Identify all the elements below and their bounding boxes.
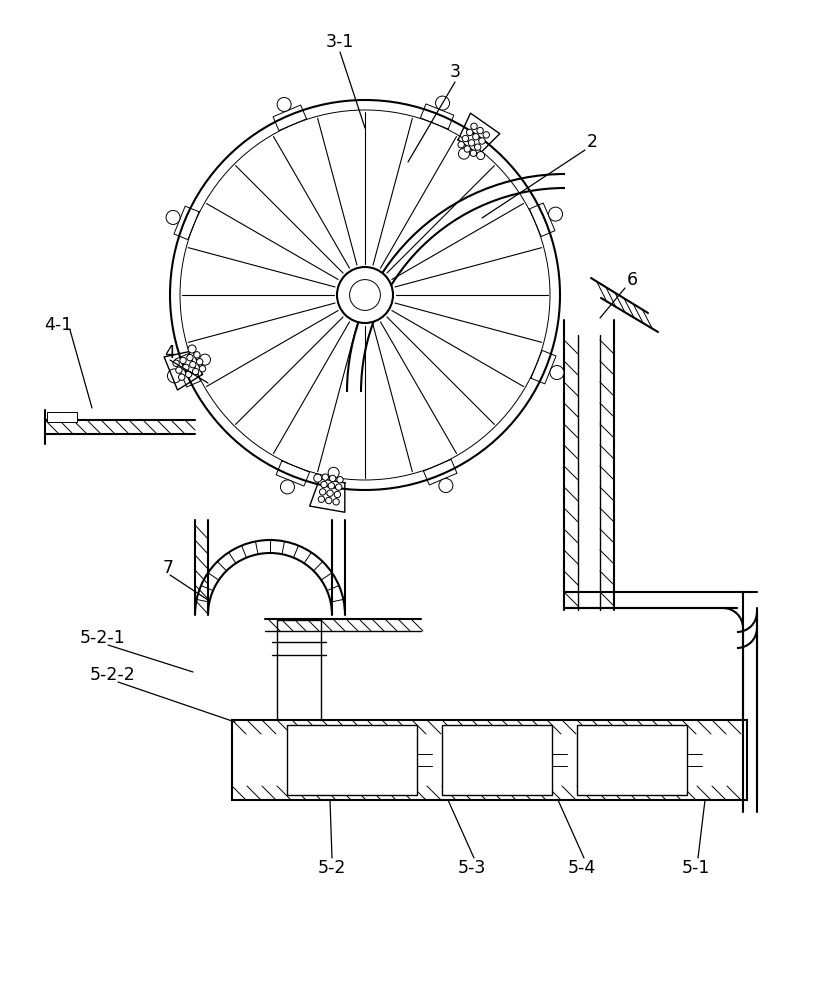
Circle shape <box>483 132 489 138</box>
Bar <box>277 620 321 720</box>
Circle shape <box>321 481 327 488</box>
Circle shape <box>328 467 339 478</box>
Circle shape <box>462 135 469 142</box>
Text: 6: 6 <box>627 271 637 289</box>
Circle shape <box>313 474 322 482</box>
Circle shape <box>349 280 380 310</box>
Text: 3: 3 <box>449 63 461 81</box>
Circle shape <box>166 210 180 224</box>
Text: 7: 7 <box>163 559 173 577</box>
Circle shape <box>194 352 200 358</box>
Circle shape <box>458 141 464 148</box>
Bar <box>232 720 747 800</box>
Circle shape <box>468 140 475 146</box>
Circle shape <box>466 129 473 136</box>
Circle shape <box>180 357 186 364</box>
Text: 3-1: 3-1 <box>326 33 354 51</box>
Circle shape <box>327 490 333 496</box>
Circle shape <box>479 138 485 144</box>
Circle shape <box>319 489 326 495</box>
Circle shape <box>182 364 189 371</box>
Text: 5-2: 5-2 <box>317 859 346 877</box>
Circle shape <box>322 474 329 480</box>
Circle shape <box>186 354 193 361</box>
Text: 5-2-2: 5-2-2 <box>90 666 136 684</box>
Circle shape <box>435 96 449 110</box>
Circle shape <box>337 267 393 323</box>
Circle shape <box>199 354 211 365</box>
Circle shape <box>186 371 192 378</box>
Circle shape <box>176 367 182 373</box>
Circle shape <box>168 369 182 383</box>
Circle shape <box>326 497 332 504</box>
Circle shape <box>470 123 477 129</box>
Bar <box>287 725 417 795</box>
Circle shape <box>473 134 479 140</box>
Bar <box>47 412 77 422</box>
Circle shape <box>190 361 196 368</box>
Circle shape <box>173 360 179 366</box>
Circle shape <box>188 345 196 353</box>
Text: 5-2-1: 5-2-1 <box>80 629 126 647</box>
Circle shape <box>333 499 339 505</box>
Circle shape <box>477 152 484 160</box>
Bar <box>577 725 687 795</box>
Text: 2: 2 <box>587 133 597 151</box>
Circle shape <box>470 150 476 156</box>
Circle shape <box>281 480 295 494</box>
Circle shape <box>199 366 206 372</box>
Circle shape <box>475 144 481 150</box>
Text: 4-1: 4-1 <box>44 316 72 334</box>
Circle shape <box>337 477 344 483</box>
Circle shape <box>178 374 185 380</box>
Circle shape <box>464 146 470 152</box>
Circle shape <box>330 475 336 482</box>
Text: 5-1: 5-1 <box>682 859 710 877</box>
Circle shape <box>477 127 484 134</box>
Circle shape <box>328 483 335 489</box>
Circle shape <box>192 368 199 375</box>
Circle shape <box>335 491 340 498</box>
Bar <box>442 725 552 795</box>
Circle shape <box>550 366 564 380</box>
Text: 4: 4 <box>164 344 176 362</box>
Circle shape <box>549 207 562 221</box>
Text: 5-4: 5-4 <box>568 859 596 877</box>
Text: 5-3: 5-3 <box>457 859 486 877</box>
Circle shape <box>439 479 453 493</box>
Circle shape <box>318 496 325 502</box>
Circle shape <box>458 148 470 159</box>
Circle shape <box>196 359 203 365</box>
Circle shape <box>335 484 342 490</box>
Circle shape <box>277 97 291 111</box>
